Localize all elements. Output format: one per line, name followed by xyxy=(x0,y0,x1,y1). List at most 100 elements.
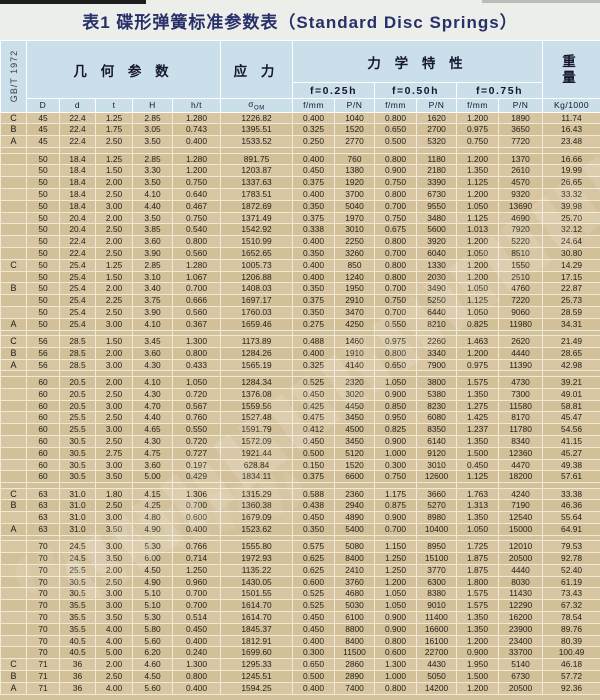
cell-sigma: 1226.82 xyxy=(220,111,294,125)
cell-f025: 0.500 xyxy=(292,446,336,460)
cell-kg: 41.15 xyxy=(542,434,600,448)
cell-p050: 2030 xyxy=(416,270,458,284)
cell-H: 5.10 xyxy=(132,599,173,613)
cell-d: 30.5 xyxy=(59,446,96,460)
cell-sigma: 1783.51 xyxy=(220,187,294,201)
cell-D: 70 xyxy=(26,622,60,636)
cell-t: 4.00 xyxy=(95,622,133,636)
series-label xyxy=(0,270,27,284)
series-label: A xyxy=(0,681,27,695)
cell-ht: 0.367 xyxy=(171,317,222,331)
cell-D: 70 xyxy=(26,611,60,624)
series-label xyxy=(0,176,27,189)
cell-p050: 7900 xyxy=(416,358,458,372)
cell-f050: 0.700 xyxy=(374,246,418,260)
cell-kg: 49.38 xyxy=(542,458,600,472)
cell-sigma: 628.84 xyxy=(220,458,294,472)
cell-p025: 3010 xyxy=(334,223,376,237)
cell-sigma: 1337.63 xyxy=(220,176,294,189)
cell-p050: 6080 xyxy=(416,411,458,425)
table-row: 60 30.5 3.00 3.60 0.197 628.84 0.150 1520 0.300 3… xyxy=(0,458,600,472)
cell-ht: 0.800 xyxy=(171,235,222,248)
table-row: 70 24.5 3.50 6.00 0.714 1972.93 0.625 8400 1.250… xyxy=(0,552,600,565)
table-row: 50 18.4 2.00 3.50 0.750 1337.63 0.375 1920 0.750… xyxy=(0,176,600,189)
cell-t: 2.50 xyxy=(95,387,133,401)
cell-p050: 12600 xyxy=(416,470,458,484)
series-label xyxy=(0,235,27,248)
weight-char-top: 重 xyxy=(562,53,581,69)
cell-p075: 18200 xyxy=(498,470,544,484)
cell-ht: 0.714 xyxy=(171,552,222,565)
cell-p050: 3660 xyxy=(416,487,458,501)
cell-H: 5.30 xyxy=(132,611,173,624)
cell-f025: 0.400 xyxy=(292,111,336,125)
cell-p075: 1370 xyxy=(498,152,544,166)
cell-p050: 5270 xyxy=(416,499,458,513)
cell-d: 20.4 xyxy=(59,211,96,225)
cell-p075: 15000 xyxy=(498,522,544,536)
cell-p025: 4250 xyxy=(334,317,376,331)
cell-ht: 0.700 xyxy=(171,499,222,513)
cell-f075: 1.200 xyxy=(456,235,500,248)
cell-p050: 5380 xyxy=(416,387,458,401)
cell-sigma: 1315.29 xyxy=(220,487,294,501)
cell-H: 3.75 xyxy=(132,294,173,307)
cell-sigma: 1360.38 xyxy=(220,499,294,513)
table-row: 70 30.5 3.00 5.10 0.700 1501.55 0.525 4680 1.050… xyxy=(0,587,600,601)
cell-f050: 1.050 xyxy=(374,599,418,613)
cell-p075: 20500 xyxy=(498,681,544,695)
cell-sigma: 1173.89 xyxy=(220,335,294,348)
cell-D: 56 xyxy=(26,346,60,360)
cell-kg: 25.70 xyxy=(542,211,600,225)
table-row: 50 18.4 2.50 4.10 0.640 1783.51 0.400 3700 0.800… xyxy=(0,187,600,201)
cell-f025: 0.450 xyxy=(292,434,336,448)
cell-d: 31.0 xyxy=(59,487,96,501)
cell-p025: 1910 xyxy=(334,346,376,360)
stress-group-header: 应 力 xyxy=(220,40,294,99)
series-label: C xyxy=(0,335,27,348)
cell-p075: 9320 xyxy=(498,187,544,201)
cell-sigma: 1284.26 xyxy=(220,346,294,360)
cell-d: 18.4 xyxy=(59,176,96,189)
cell-D: 70 xyxy=(26,575,60,589)
cell-H: 4.30 xyxy=(132,358,173,372)
deflection-075h-header: f=0.75h xyxy=(456,82,544,99)
cell-d: 20.5 xyxy=(59,387,96,401)
cell-p025: 5120 xyxy=(334,446,376,460)
cell-f050: 1.300 xyxy=(374,658,418,672)
cell-sigma: 1591.79 xyxy=(220,423,294,436)
table-row: 70 24.5 3.00 5.30 0.766 1555.80 0.575 5080 1.150… xyxy=(0,540,600,554)
cell-p075: 1550 xyxy=(498,258,544,272)
cell-t: 3.00 xyxy=(95,423,133,436)
cell-f025: 0.375 xyxy=(292,211,336,225)
cell-f025: 0.450 xyxy=(292,622,336,636)
cell-kg: 46.36 xyxy=(542,499,600,513)
cell-p075: 7720 xyxy=(498,135,544,149)
cell-H: 3.50 xyxy=(132,176,173,189)
cell-d: 35.5 xyxy=(59,599,96,613)
cell-f075: 1.500 xyxy=(456,670,500,683)
cell-kg: 25.73 xyxy=(542,294,600,307)
cell-t: 3.00 xyxy=(95,587,133,601)
cell-ht: 0.240 xyxy=(171,646,222,660)
cell-kg: 28.65 xyxy=(542,346,600,360)
cell-p075: 12540 xyxy=(498,511,544,524)
cell-p075: 12290 xyxy=(498,599,544,613)
cell-D: 70 xyxy=(26,599,60,613)
cell-p050: 1180 xyxy=(416,152,458,166)
cell-D: 50 xyxy=(26,258,60,272)
spacer-row xyxy=(0,370,600,377)
cell-p025: 4140 xyxy=(334,358,376,372)
cell-p050: 2180 xyxy=(416,164,458,178)
cell-p025: 6600 xyxy=(334,470,376,484)
cell-kg: 33.32 xyxy=(542,187,600,201)
cell-p050: 6730 xyxy=(416,187,458,201)
cell-D: 60 xyxy=(26,387,60,401)
cell-p025: 3450 xyxy=(334,434,376,448)
series-label xyxy=(0,411,27,425)
cell-f075: 1.050 xyxy=(456,246,500,260)
cell-p075: 7920 xyxy=(498,223,544,237)
table-row: 60 20.5 3.00 4.70 0.567 1559.56 0.425 4450 0.850… xyxy=(0,399,600,413)
table-row: 50 20.4 2.00 3.50 0.750 1371.49 0.375 1970 0.750… xyxy=(0,211,600,225)
cell-ht: 0.467 xyxy=(171,199,222,213)
